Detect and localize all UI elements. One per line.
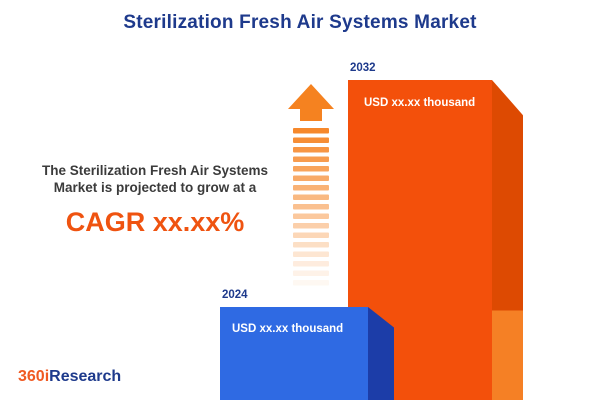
brand-logo: 360iResearch bbox=[18, 368, 121, 386]
cagr-value: CAGR xx.xx% bbox=[65, 206, 245, 237]
brand-logo-suffix: Research bbox=[49, 368, 122, 385]
page-title: Sterilization Fresh Air Systems Market bbox=[123, 12, 477, 33]
growth-arrow-svg bbox=[288, 84, 334, 286]
annotation-line-1: The Sterilization Fresh Air Systems bbox=[41, 163, 269, 178]
growth-arrow-icon bbox=[287, 84, 335, 290]
bar-2024-year-label: 2024 bbox=[222, 289, 248, 301]
brand-logo-prefix: 360i bbox=[18, 368, 50, 385]
annotation-line-2: Market is projected to grow at a bbox=[53, 179, 257, 195]
bar-2032-side-face bbox=[492, 80, 523, 400]
bar-2024 bbox=[220, 307, 368, 400]
bar-2032-year-label: 2032 bbox=[350, 62, 376, 74]
annotation-block: The Sterilization Fresh Air Systems Mark… bbox=[10, 163, 300, 240]
bar-2032-value-label: USD xx.xx thousand bbox=[364, 97, 476, 109]
bar-2024-value-label: USD xx.xx thousand bbox=[232, 323, 344, 335]
